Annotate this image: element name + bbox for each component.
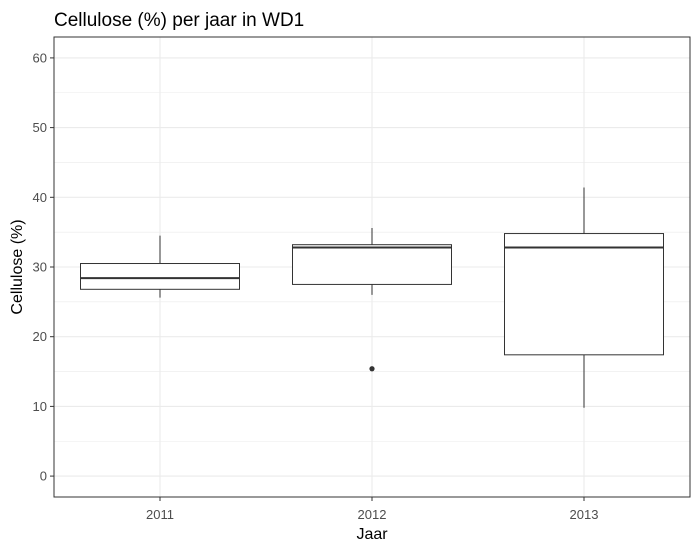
y-tick-label: 30 [33,260,47,275]
iqr-box [80,263,240,290]
y-tick-label: 60 [33,50,47,65]
x-axis-ticks: 2011 2012 2013 [146,497,598,522]
y-tick-label: 10 [33,399,47,414]
x-tick-label: 2013 [570,507,599,522]
box-2012 [292,227,452,372]
y-tick-label: 20 [33,329,47,344]
y-axis-ticks: 0 10 20 30 40 50 60 [33,50,54,484]
outlier-point [369,366,375,372]
y-tick-label: 50 [33,120,47,135]
y-tick-label: 40 [33,190,47,205]
x-axis-title: Jaar [356,526,388,543]
y-tick-label: 0 [40,469,47,484]
y-axis-title: Cellulose (%) [9,219,26,314]
iqr-box [504,233,664,356]
iqr-box [292,244,452,285]
chart-title: Cellulose (%) per jaar in WD1 [54,10,304,31]
box-2013 [504,187,664,408]
boxes [80,187,664,408]
x-tick-label: 2012 [358,507,387,522]
box-2011 [80,235,240,298]
x-tick-label: 2011 [146,507,174,522]
